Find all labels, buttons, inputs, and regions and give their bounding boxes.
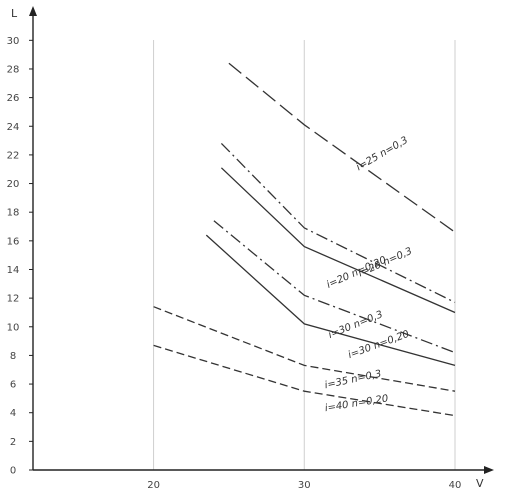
y-tick-label: 4: [10, 408, 16, 419]
y-axis-label: L: [11, 7, 18, 20]
series-label: i=25 n=0,3: [355, 135, 410, 173]
series-line: [153, 344, 456, 417]
series-label: i=30 n=0,20: [347, 329, 411, 361]
y-tick-label: 8: [10, 351, 16, 362]
series-label: i=30 n=0,3: [327, 309, 385, 341]
y-tick-label: 24: [7, 122, 20, 133]
series-label: i=35 n=0,3: [324, 369, 383, 392]
y-tick-label: 0: [10, 466, 16, 477]
x-tick-label: 40: [449, 480, 462, 491]
y-tick-label: 10: [7, 322, 20, 333]
y-tick-label: 30: [7, 36, 20, 47]
x-axis-label: V: [476, 477, 484, 490]
x-tick-label: 20: [147, 480, 160, 491]
y-tick-label: 2: [10, 437, 16, 448]
y-tick-label: 12: [7, 294, 20, 305]
series-line: [153, 306, 456, 392]
y-tick-label: 28: [7, 64, 20, 75]
y-tick-label: 18: [7, 208, 20, 219]
y-tick-label: 6: [10, 380, 16, 391]
y-tick-label: 14: [7, 265, 20, 276]
series-line: [220, 167, 456, 314]
x-axis-arrow: [484, 466, 494, 474]
y-tick-label: 20: [7, 179, 20, 190]
x-tick-label: 30: [298, 480, 311, 491]
labels-layer: i=25 n=0,3i=20 n=0,3i=20 n=0,20i=30 n=0,…: [324, 135, 414, 414]
y-tick-label: 26: [7, 93, 20, 104]
series-layer: [153, 62, 456, 417]
y-tick-label: 16: [7, 236, 20, 247]
y-tick-label: 22: [7, 150, 20, 161]
series-line: [213, 220, 456, 354]
grid-layer: [153, 40, 456, 470]
series-line: [205, 234, 456, 367]
series-line: [220, 142, 456, 303]
axes-layer: L V: [11, 6, 494, 490]
y-axis-arrow: [29, 6, 37, 16]
series-line: [228, 62, 456, 233]
